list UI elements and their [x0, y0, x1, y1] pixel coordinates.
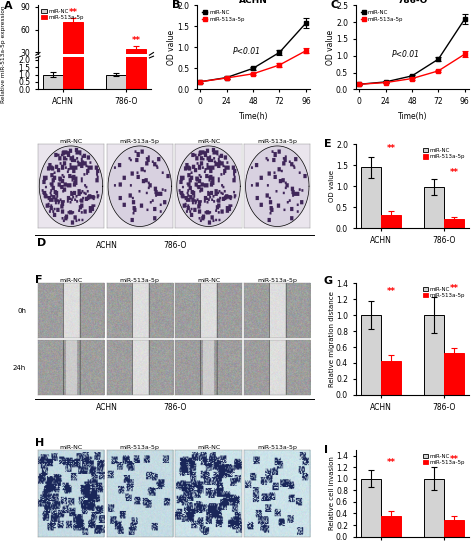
Text: 786-O: 786-O: [164, 241, 187, 250]
Legend: miR-NC, miR-513a-5p: miR-NC, miR-513a-5p: [358, 8, 406, 24]
Bar: [43, 75, 63, 89]
miR-513a-5p: [409, 75, 415, 82]
Y-axis label: Relative miR-513a-5p expression: Relative miR-513a-5p expression: [1, 5, 6, 102]
Bar: [381, 362, 401, 395]
Title: miR-513a-5p: miR-513a-5p: [257, 444, 297, 449]
Legend: miR-NC, miR-513a-5p: miR-NC, miR-513a-5p: [200, 8, 247, 24]
Text: **: **: [387, 458, 396, 467]
Text: **: **: [449, 168, 458, 177]
Bar: [444, 219, 464, 228]
Bar: [106, 75, 126, 89]
miR-513a-5p: [436, 68, 441, 74]
Text: B: B: [172, 1, 180, 10]
Text: F: F: [35, 275, 43, 286]
miR-NC: [303, 20, 309, 27]
Title: miR-513a-5p: miR-513a-5p: [257, 139, 297, 144]
Bar: [381, 215, 401, 228]
Text: ACHN: ACHN: [96, 403, 118, 412]
miR-513a-5p: [250, 70, 256, 77]
miR-513a-5p: [383, 79, 388, 86]
Text: **: **: [69, 8, 78, 17]
Text: P<0.01: P<0.01: [233, 47, 261, 56]
miR-NC: [409, 73, 415, 79]
miR-513a-5p: [197, 79, 203, 85]
Bar: [126, 0, 146, 89]
Bar: [361, 479, 381, 537]
miR-NC: [462, 16, 468, 22]
Text: C: C: [331, 1, 339, 10]
Line: miR-513a-5p: miR-513a-5p: [357, 52, 467, 86]
Text: **: **: [132, 36, 141, 45]
Line: miR-513a-5p: miR-513a-5p: [198, 49, 308, 84]
Bar: [126, 49, 146, 75]
Title: miR-NC: miR-NC: [59, 139, 82, 144]
Legend: miR-NC, miR-513a-5p: miR-NC, miR-513a-5p: [421, 453, 466, 466]
miR-513a-5p: [462, 51, 468, 57]
Title: ACHN: ACHN: [239, 0, 268, 5]
Y-axis label: Relative migration distance: Relative migration distance: [328, 291, 335, 387]
miR-NC: [356, 81, 362, 87]
Bar: [63, 22, 83, 75]
miR-NC: [197, 79, 203, 85]
Text: **: **: [449, 455, 458, 464]
Bar: [424, 479, 444, 537]
X-axis label: Time(h): Time(h): [239, 112, 268, 120]
miR-513a-5p: [277, 62, 283, 68]
Text: G: G: [324, 276, 333, 286]
miR-NC: [383, 79, 388, 85]
Text: **: **: [387, 144, 396, 153]
Legend: miR-NC, miR-513a-5p: miR-NC, miR-513a-5p: [421, 147, 466, 160]
miR-NC: [250, 65, 256, 72]
Y-axis label: OD value: OD value: [326, 30, 335, 65]
miR-513a-5p: [224, 75, 229, 81]
Bar: [43, 74, 63, 75]
Text: 0h: 0h: [17, 307, 26, 313]
Title: 786-O: 786-O: [397, 0, 428, 5]
Text: I: I: [324, 444, 328, 455]
Line: miR-NC: miR-NC: [198, 21, 308, 84]
Text: 24h: 24h: [13, 365, 26, 371]
Title: miR-NC: miR-NC: [197, 139, 220, 144]
Title: miR-NC: miR-NC: [59, 444, 82, 449]
Text: 786-O: 786-O: [164, 403, 187, 412]
Legend: miR-NC, miR-513a-5p: miR-NC, miR-513a-5p: [41, 8, 84, 21]
miR-513a-5p: [356, 81, 362, 87]
Title: miR-513a-5p: miR-513a-5p: [120, 278, 160, 283]
Text: A: A: [4, 1, 12, 11]
Bar: [444, 520, 464, 537]
Title: miR-NC: miR-NC: [59, 278, 82, 283]
Bar: [361, 315, 381, 395]
Text: H: H: [35, 438, 45, 448]
miR-NC: [436, 56, 441, 62]
Text: P<0.01: P<0.01: [392, 50, 420, 60]
Y-axis label: OD value: OD value: [167, 30, 176, 65]
Title: miR-NC: miR-NC: [197, 444, 220, 449]
Bar: [424, 315, 444, 395]
Bar: [63, 0, 83, 89]
Title: miR-NC: miR-NC: [197, 278, 220, 283]
Y-axis label: Relative cell invasion: Relative cell invasion: [328, 456, 335, 530]
Bar: [106, 74, 126, 75]
Text: **: **: [449, 283, 458, 293]
Bar: [361, 167, 381, 228]
Title: miR-513a-5p: miR-513a-5p: [120, 444, 160, 449]
Legend: miR-NC, miR-513a-5p: miR-NC, miR-513a-5p: [421, 286, 466, 299]
Text: E: E: [324, 139, 332, 149]
Y-axis label: OD value: OD value: [328, 170, 335, 202]
Bar: [444, 353, 464, 395]
miR-NC: [224, 74, 229, 81]
Bar: [424, 187, 444, 228]
Title: miR-513a-5p: miR-513a-5p: [257, 278, 297, 283]
miR-NC: [277, 49, 283, 56]
X-axis label: Time(h): Time(h): [398, 112, 427, 120]
miR-513a-5p: [303, 48, 309, 54]
Bar: [381, 517, 401, 537]
Line: miR-NC: miR-NC: [357, 17, 467, 86]
Text: ACHN: ACHN: [96, 241, 118, 250]
Text: **: **: [387, 287, 396, 296]
Text: D: D: [36, 238, 46, 248]
Title: miR-513a-5p: miR-513a-5p: [120, 139, 160, 144]
